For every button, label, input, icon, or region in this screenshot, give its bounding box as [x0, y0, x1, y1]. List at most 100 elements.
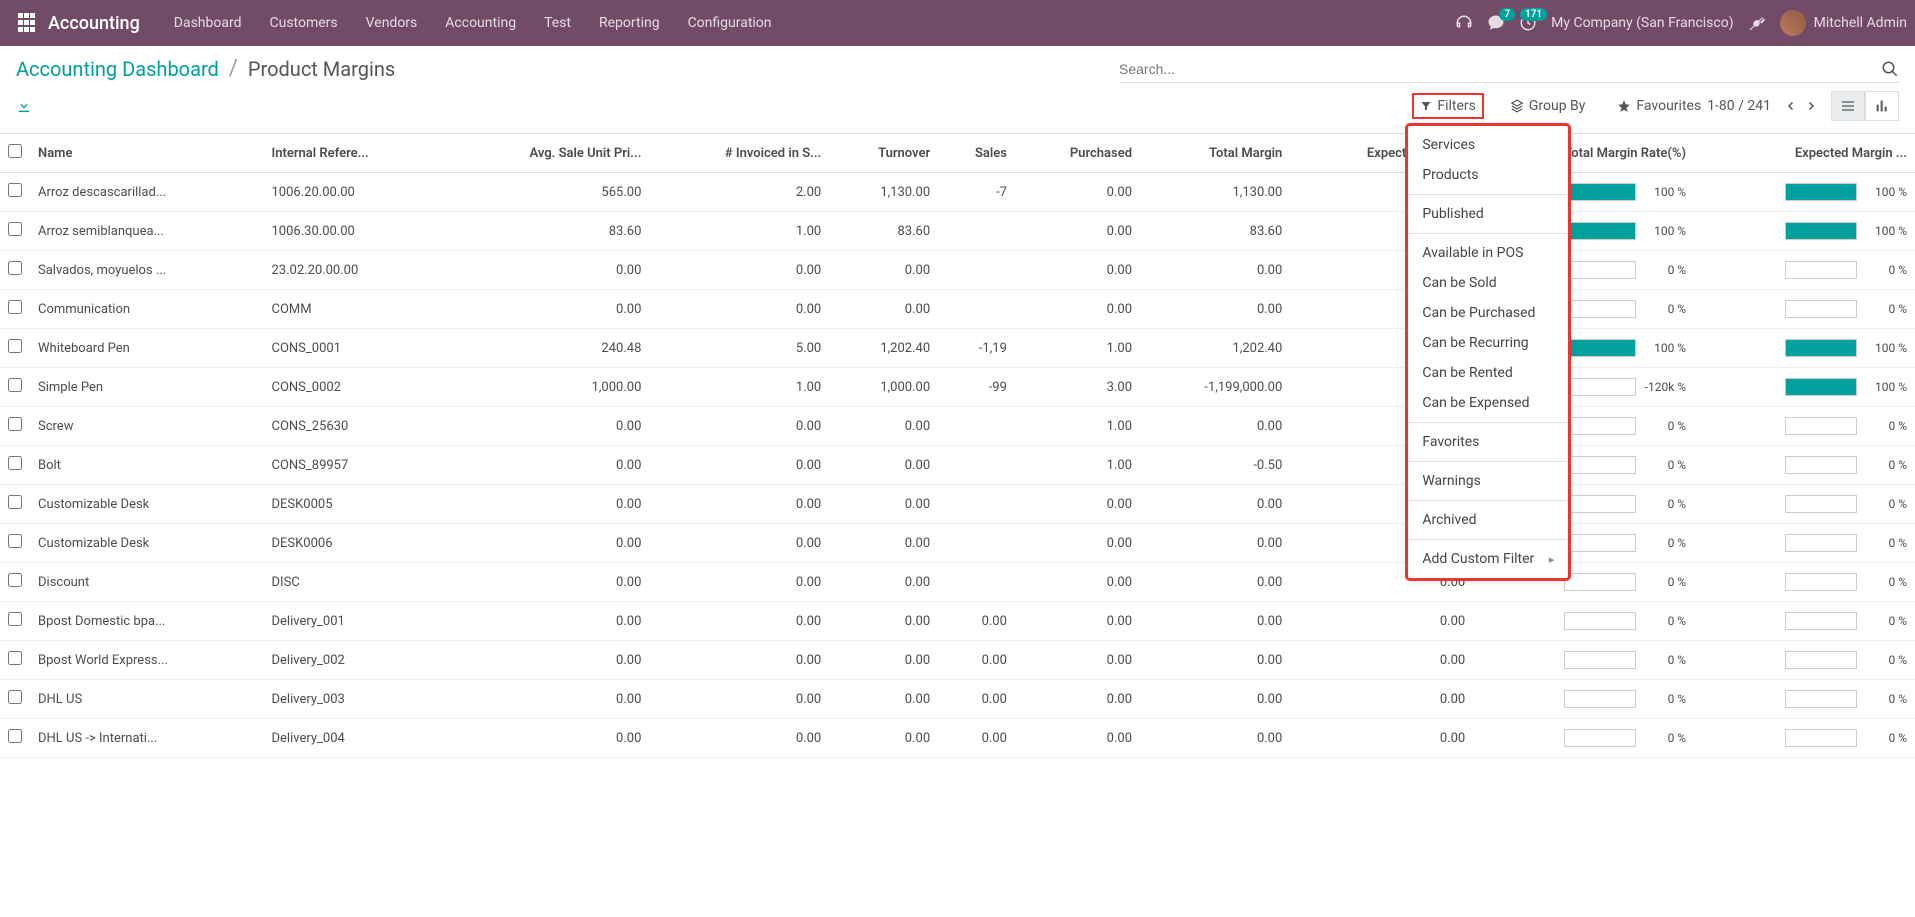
table-row[interactable]: ScrewCONS_256300.000.000.001.000.00-0.10…	[0, 407, 1915, 446]
table-row[interactable]: Arroz descascarillad...1006.20.00.00565.…	[0, 173, 1915, 212]
breadcrumb: Accounting Dashboard / Product Margins	[16, 56, 1119, 81]
table-row[interactable]: CommunicationCOMM0.000.000.000.000.000.0…	[0, 290, 1915, 329]
filters-button[interactable]: Filters	[1412, 93, 1484, 119]
row-checkbox[interactable]	[8, 690, 22, 704]
brand-title[interactable]: Accounting	[48, 13, 140, 34]
col-emr[interactable]: Expected Margin ...	[1694, 134, 1915, 173]
cell-avg: 240.48	[445, 329, 650, 368]
nav-item-dashboard[interactable]: Dashboard	[160, 0, 256, 46]
nav-item-accounting[interactable]: Accounting	[431, 0, 530, 46]
cell-ref: DESK0005	[264, 485, 445, 524]
filter-item-favorites[interactable]: Favorites	[1408, 427, 1568, 457]
clock-icon[interactable]: 171	[1519, 14, 1537, 32]
control-left	[16, 98, 1412, 114]
groupby-button[interactable]: Group By	[1504, 93, 1592, 119]
search-icon[interactable]	[1881, 60, 1899, 78]
col-invoiced[interactable]: # Invoiced in S...	[649, 134, 829, 173]
filter-item-can-be-rented[interactable]: Can be Rented	[1408, 358, 1568, 388]
table-row[interactable]: Simple PenCONS_00021,000.001.001,000.00-…	[0, 368, 1915, 407]
voip-icon[interactable]	[1455, 14, 1473, 32]
filter-item-can-be-sold[interactable]: Can be Sold	[1408, 268, 1568, 298]
table-row[interactable]: BoltCONS_899570.000.000.001.00-0.50-0.50…	[0, 446, 1915, 485]
dropdown-divider	[1408, 233, 1568, 234]
row-checkbox[interactable]	[8, 456, 22, 470]
cell-purch: 0.00	[1015, 212, 1140, 251]
nav-item-reporting[interactable]: Reporting	[585, 0, 674, 46]
col-sales[interactable]: Sales	[938, 134, 1015, 173]
apps-icon[interactable]	[18, 13, 38, 33]
table-row[interactable]: DHL USDelivery_0030.000.000.000.000.000.…	[0, 680, 1915, 719]
row-checkbox[interactable]	[8, 222, 22, 236]
wrench-icon[interactable]	[1748, 14, 1766, 32]
pager-prev-icon[interactable]	[1781, 100, 1801, 112]
row-checkbox[interactable]	[8, 378, 22, 392]
nav-item-test[interactable]: Test	[530, 0, 585, 46]
cell-avg: 0.00	[445, 290, 650, 329]
filter-item-archived[interactable]: Archived	[1408, 505, 1568, 535]
row-checkbox[interactable]	[8, 729, 22, 743]
messages-icon[interactable]: 7	[1487, 14, 1505, 32]
cell-avg: 0.00	[445, 524, 650, 563]
cell-emr: 100 %	[1694, 329, 1915, 368]
table-row[interactable]: Whiteboard PenCONS_0001240.485.001,202.4…	[0, 329, 1915, 368]
breadcrumb-parent[interactable]: Accounting Dashboard	[16, 57, 219, 81]
select-all-checkbox[interactable]	[8, 144, 22, 158]
row-checkbox[interactable]	[8, 651, 22, 665]
search-box[interactable]	[1119, 56, 1899, 83]
navbar-left: Accounting DashboardCustomersVendorsAcco…	[8, 0, 1455, 46]
row-checkbox[interactable]	[8, 300, 22, 314]
download-icon[interactable]	[16, 98, 1412, 114]
list-view-button[interactable]	[1831, 91, 1865, 121]
filter-item-services[interactable]: Services	[1408, 130, 1568, 160]
table-row[interactable]: Customizable DeskDESK00060.000.000.000.0…	[0, 524, 1915, 563]
company-selector[interactable]: My Company (San Francisco)	[1551, 15, 1733, 31]
row-checkbox[interactable]	[8, 495, 22, 509]
row-checkbox[interactable]	[8, 612, 22, 626]
table-row[interactable]: Bpost World Express...Delivery_0020.000.…	[0, 641, 1915, 680]
table-row[interactable]: DHL US -> Internati...Delivery_0040.000.…	[0, 719, 1915, 758]
cell-turn: 0.00	[829, 251, 938, 290]
row-checkbox[interactable]	[8, 534, 22, 548]
row-checkbox[interactable]	[8, 261, 22, 275]
filter-item-published[interactable]: Published	[1408, 199, 1568, 229]
nav-item-customers[interactable]: Customers	[256, 0, 352, 46]
search-input[interactable]	[1119, 61, 1881, 77]
row-checkbox[interactable]	[8, 183, 22, 197]
filter-item-can-be-expensed[interactable]: Can be Expensed	[1408, 388, 1568, 418]
row-checkbox[interactable]	[8, 417, 22, 431]
cell-inv: 0.00	[649, 524, 829, 563]
col-total-margin[interactable]: Total Margin	[1140, 134, 1290, 173]
cell-name: Communication	[30, 290, 264, 329]
cell-ref: Delivery_001	[264, 602, 445, 641]
col-turnover[interactable]: Turnover	[829, 134, 938, 173]
filter-item-can-be-purchased[interactable]: Can be Purchased	[1408, 298, 1568, 328]
pager-text[interactable]: 1-80 / 241	[1707, 98, 1771, 114]
filter-item-can-be-recurring[interactable]: Can be Recurring	[1408, 328, 1568, 358]
favourites-button[interactable]: Favourites	[1611, 93, 1707, 119]
table-row[interactable]: Customizable DeskDESK00050.000.000.000.0…	[0, 485, 1915, 524]
row-checkbox[interactable]	[8, 573, 22, 587]
col-avg[interactable]: Avg. Sale Unit Pri...	[445, 134, 650, 173]
cell-tm: 0.00	[1140, 524, 1290, 563]
filter-item-products[interactable]: Products	[1408, 160, 1568, 190]
user-menu[interactable]: Mitchell Admin	[1780, 10, 1907, 36]
row-checkbox[interactable]	[8, 339, 22, 353]
col-purchased[interactable]: Purchased	[1015, 134, 1140, 173]
cell-ref: DISC	[264, 563, 445, 602]
cell-tm: 0.00	[1140, 290, 1290, 329]
table-row[interactable]: Salvados, moyuelos ...23.02.20.00.000.00…	[0, 251, 1915, 290]
filter-add-custom[interactable]: Add Custom Filter▸	[1408, 544, 1568, 574]
table-row[interactable]: Arroz semiblanquea...1006.30.00.0083.601…	[0, 212, 1915, 251]
filter-item-warnings[interactable]: Warnings	[1408, 466, 1568, 496]
nav-item-configuration[interactable]: Configuration	[674, 0, 786, 46]
col-ref[interactable]: Internal Refere...	[264, 134, 445, 173]
cell-emr: 0 %	[1694, 602, 1915, 641]
table-row[interactable]: Bpost Domestic bpa...Delivery_0010.000.0…	[0, 602, 1915, 641]
filter-item-available-in-pos[interactable]: Available in POS	[1408, 238, 1568, 268]
table-row[interactable]: DiscountDISC0.000.000.000.000.000.000 %0…	[0, 563, 1915, 602]
cell-ref: CONS_0001	[264, 329, 445, 368]
pager-next-icon[interactable]	[1801, 100, 1821, 112]
col-name[interactable]: Name	[30, 134, 264, 173]
nav-item-vendors[interactable]: Vendors	[352, 0, 432, 46]
graph-view-button[interactable]	[1865, 91, 1899, 121]
